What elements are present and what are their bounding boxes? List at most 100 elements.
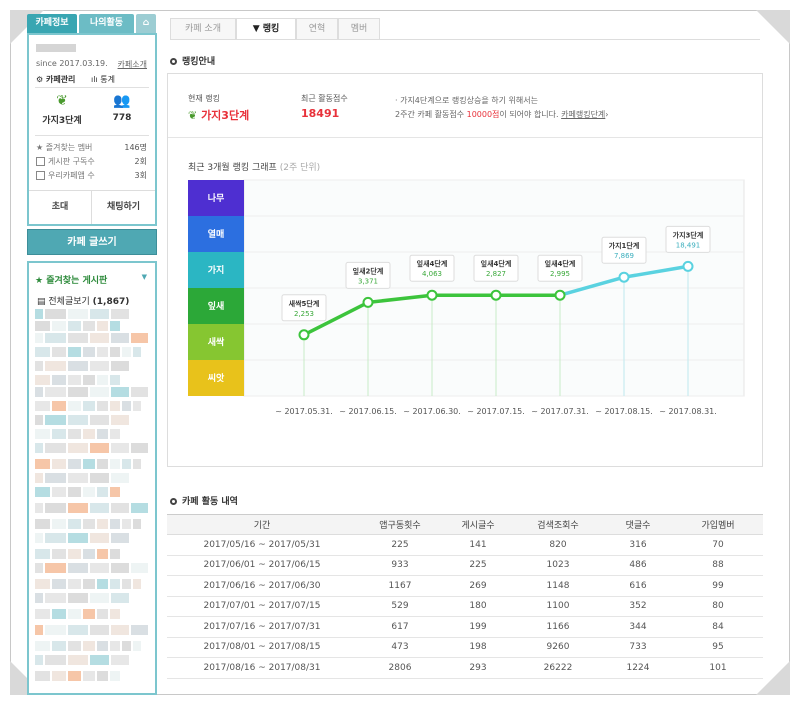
divider: [168, 137, 762, 138]
blurred-item: [97, 321, 108, 331]
blurred-item: [52, 487, 66, 497]
blurred-item: [35, 503, 43, 513]
table-row: 2017/06/01 ~ 2017/06/15 933 225 1023 486 88: [167, 555, 763, 576]
table-cell: 2017/06/16 ~ 2017/06/30: [167, 575, 357, 597]
members-icon: 👥: [113, 93, 131, 109]
blurred-item: [83, 347, 95, 357]
list-icon: ▤: [37, 297, 46, 307]
data-label-value: 2,995: [550, 270, 570, 278]
blurred-item: [110, 375, 120, 385]
blurred-item: [110, 401, 120, 411]
cafe-info-panel: since 2017.03.19. 카페소개 ⚙ 카페관리 ılı 통계 ❦ 가…: [27, 33, 157, 226]
table-cell: 101: [673, 657, 763, 679]
blurred-item: [111, 593, 129, 603]
cafe-action-buttons: 초대 채팅하기: [29, 190, 155, 224]
ranking-note: · 가지4단계으로 랭킹상승을 하기 위해서는 2주간 카페 활동점수 1000…: [395, 96, 609, 119]
blurred-item: [35, 609, 50, 619]
ranking-panel: 현재 랭킹 ❦ 가지3단계 최근 활동점수 18491 · 가지4단계으로 랭킹…: [167, 73, 763, 467]
table-cell: 344: [603, 616, 673, 638]
table-cell: 616: [603, 575, 673, 597]
blurred-item: [110, 549, 120, 559]
blurred-item: [45, 415, 66, 425]
data-label-value: 4,063: [422, 270, 442, 278]
table-cell: 293: [443, 657, 513, 679]
table-row: 2017/05/16 ~ 2017/05/31 225 141 820 316 70: [167, 534, 763, 556]
blurred-item: [35, 333, 43, 343]
cafe-intro-link[interactable]: 카페소개: [117, 60, 147, 69]
tab-cafe-intro[interactable]: 카페 소개: [170, 18, 236, 40]
tab-members[interactable]: 멤버: [338, 18, 380, 40]
blurred-item: [45, 333, 66, 343]
col-posts: 게시글수: [443, 514, 513, 535]
data-label-value: 2,253: [294, 310, 314, 318]
tab-ranking[interactable]: ▼ 랭킹: [236, 18, 296, 40]
chart-icon: ılı: [91, 75, 98, 84]
blurred-item: [52, 641, 66, 651]
tab-history[interactable]: 연혁: [296, 18, 338, 40]
level-band: [188, 180, 244, 216]
member-count[interactable]: 👥 778: [93, 93, 151, 123]
blurred-item: [110, 321, 120, 331]
blurred-item: [97, 347, 108, 357]
blurred-item: [35, 321, 50, 331]
blurred-item: [68, 579, 81, 589]
blurred-item: [68, 487, 81, 497]
ranking-levels-link[interactable]: 카페랭킹단계: [561, 110, 606, 119]
blurred-item: [97, 671, 108, 681]
data-label-value: 3,371: [358, 277, 378, 285]
invite-button[interactable]: 초대: [29, 191, 92, 224]
data-label-level: 잎새4단계: [481, 259, 512, 268]
level-band: [188, 216, 244, 252]
series-line: [366, 293, 434, 305]
current-rank-value: ❦ 가지3단계: [188, 109, 250, 122]
col-new-members: 가입멤버: [673, 514, 763, 535]
chevron-down-icon[interactable]: ▼: [141, 273, 147, 281]
blurred-item: [83, 487, 95, 497]
blurred-item: [133, 347, 141, 357]
blurred-item: [52, 609, 66, 619]
blurred-item: [35, 309, 43, 319]
blurred-item: [68, 415, 88, 425]
blurred-item: [122, 347, 131, 357]
blurred-item: [110, 641, 120, 651]
tab-my-activity[interactable]: 나의활동: [79, 14, 134, 33]
table-cell: 9260: [513, 637, 603, 658]
data-label-level: 가지1단계: [609, 241, 640, 250]
blurred-item: [97, 459, 108, 469]
favorite-boards-panel: ★ 즐겨찾는 게시판 ▼ ▤ 전체글보기 (1,867): [27, 261, 157, 695]
blurred-item: [35, 415, 43, 425]
blurred-item: [68, 347, 81, 357]
data-point: [362, 296, 374, 308]
stats-link[interactable]: ılı 통계: [91, 75, 115, 84]
check-icon: [36, 157, 45, 166]
x-tick-label: ~ 2017.05.31.: [275, 407, 333, 416]
table-cell: 2017/06/01 ~ 2017/06/15: [167, 555, 357, 576]
blurred-item: [68, 503, 88, 513]
x-tick-label: ~ 2017.08.31.: [659, 407, 717, 416]
blurred-item: [52, 401, 66, 411]
home-icon[interactable]: ⌂: [136, 14, 156, 33]
chat-button[interactable]: 채팅하기: [106, 202, 141, 212]
cafe-manage-link[interactable]: ⚙ 카페관리: [36, 75, 76, 84]
table-cell: 269: [443, 575, 513, 597]
tab-cafe-info[interactable]: 카페정보: [27, 14, 77, 33]
blurred-item: [35, 563, 43, 573]
blurred-item: [111, 473, 129, 483]
table-cell: 1100: [513, 596, 603, 617]
blurred-item: [68, 361, 88, 371]
blurred-item: [83, 375, 95, 385]
blurred-item: [110, 459, 120, 469]
col-comments: 댓글수: [603, 514, 673, 535]
blurred-item: [35, 655, 43, 665]
all-posts-link[interactable]: ▤ 전체글보기 (1,867): [37, 297, 130, 307]
blurred-item: [110, 671, 120, 681]
cafe-write-button[interactable]: 카페 글쓰기: [27, 229, 157, 255]
blurred-item: [122, 579, 131, 589]
blurred-item: [111, 333, 129, 343]
blurred-item: [45, 533, 66, 543]
blurred-item: [110, 579, 120, 589]
blurred-item: [131, 625, 148, 635]
favorite-boards-title: ★ 즐겨찾는 게시판: [35, 276, 108, 286]
cafe-level: ❦ 가지3단계: [33, 93, 91, 126]
